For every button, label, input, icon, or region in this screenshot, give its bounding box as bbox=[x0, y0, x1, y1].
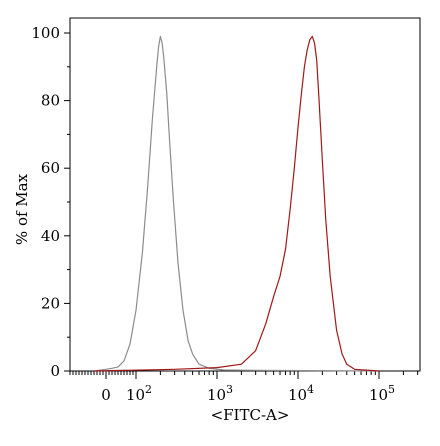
x-tick-label: 104 bbox=[288, 383, 314, 404]
histogram-series-2 bbox=[93, 35, 380, 372]
x-tick-label: 105 bbox=[369, 383, 395, 404]
y-tick-label: 20 bbox=[41, 294, 60, 312]
y-tick-label: 40 bbox=[41, 227, 60, 245]
series-layer bbox=[93, 35, 380, 372]
y-tick-label: 100 bbox=[31, 24, 60, 42]
x-tick-label: 102 bbox=[126, 383, 152, 404]
x-tick-label: 0 bbox=[101, 386, 111, 404]
y-axis: 0 20 40 60 80 100 bbox=[31, 24, 70, 380]
histogram-series-1 bbox=[93, 35, 380, 372]
y-tick-label: 80 bbox=[41, 92, 60, 110]
x-tick-label: 103 bbox=[207, 383, 233, 404]
x-axis-title: <FITC-A> bbox=[211, 406, 290, 424]
x-axis: 0 102 103 104 105 bbox=[69, 371, 419, 404]
y-axis-title: % of Max bbox=[13, 173, 31, 245]
y-tick-label: 60 bbox=[41, 159, 60, 177]
y-tick-label: 0 bbox=[50, 362, 60, 380]
plot-frame bbox=[69, 17, 421, 372]
